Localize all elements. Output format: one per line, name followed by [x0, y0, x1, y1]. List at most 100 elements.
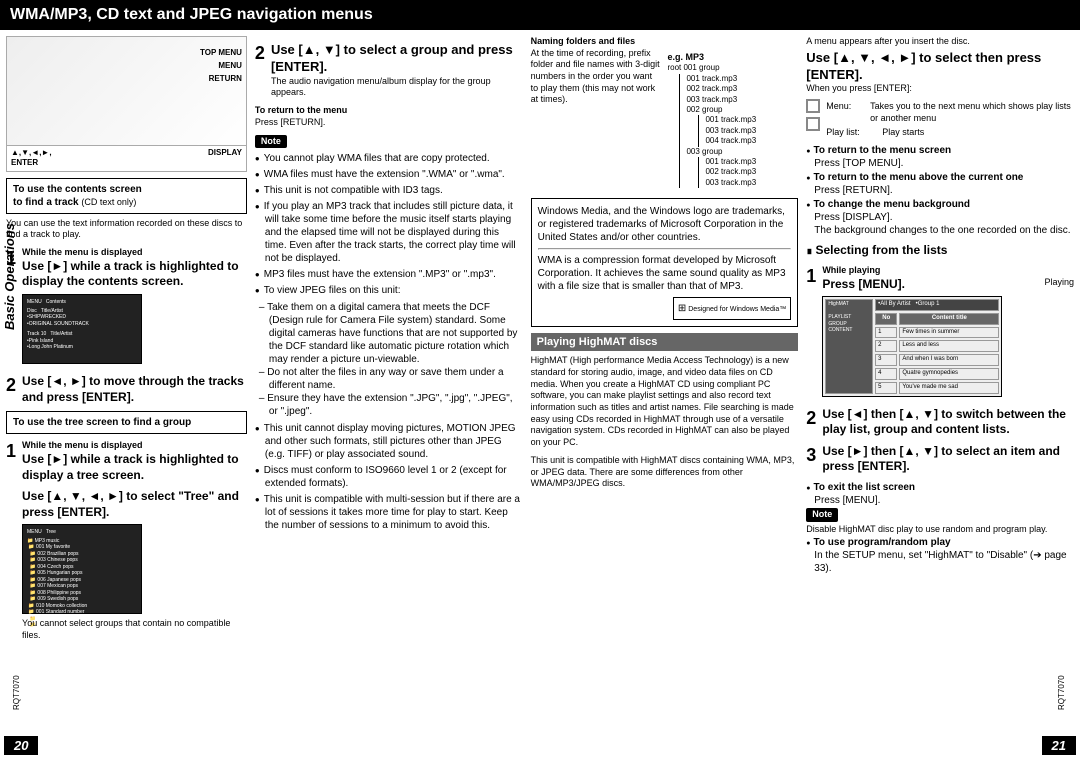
mid-s2-h: Use [▲, ▼] to select a group and press […: [271, 42, 523, 76]
m2v: Play starts: [882, 127, 924, 139]
wma-p: WMA is a compression format developed by…: [538, 254, 792, 293]
mb20: This unit cannot display moving pictures…: [255, 422, 523, 461]
col-1: TOP MENU MENU RETURN ▲,▼,◄,►,ENTER DISPL…: [6, 36, 247, 648]
tree-figure: e.g. MP3 root 001 group 001 track.mp3 00…: [667, 52, 798, 188]
label-enter: ENTER: [11, 158, 38, 167]
t1-pre: While the menu is displayed: [22, 440, 247, 452]
tc1: Content title: [899, 313, 999, 325]
label-arrows: ▲,▼,◄,►,: [11, 148, 52, 157]
g2f2: 004 track.mp3: [705, 136, 798, 146]
col-4: A menu appears after you insert the disc…: [806, 36, 1074, 648]
b2p: Press [RETURN].: [814, 185, 892, 196]
contents-screen-mock: MENU Contents Disc Title/Artist•SHIPWREC…: [22, 294, 142, 364]
r11: Less and less: [899, 340, 999, 352]
box-tag: (CD text only): [81, 197, 136, 207]
label-menu: MENU: [200, 60, 242, 73]
mb4: MP3 files must have the extension ".MP3"…: [255, 268, 523, 281]
th2: •Group 1: [916, 301, 940, 307]
g2f1: 003 track.mp3: [705, 126, 798, 136]
t2-h: Use [▲, ▼, ◄, ►] to select "Tree" and pr…: [22, 489, 247, 520]
c4-s2-h: Use [◄] then [▲, ▼] to switch between th…: [822, 407, 1074, 438]
r01: Few times in summer: [899, 327, 999, 339]
g3: 003 group: [686, 147, 798, 157]
tree-root: root: [667, 63, 681, 72]
tree-box: To use the tree screen to find a group: [6, 411, 247, 434]
r40: 5: [875, 382, 897, 394]
eg-label: e.g. MP3: [667, 52, 798, 64]
g3f2: 003 track.mp3: [705, 178, 798, 188]
g1f0: 001 track.mp3: [686, 74, 798, 84]
intro-text: You can use the text information recorde…: [6, 218, 247, 241]
g2f0: 001 track.mp3: [705, 115, 798, 125]
ts0: PLAYLIST: [828, 314, 851, 320]
exit-p: Press [MENU].: [814, 495, 880, 506]
windows-box: Windows Media, and the Windows logo are …: [531, 198, 799, 327]
highmat-header: Playing HighMAT discs: [531, 333, 799, 351]
high-p1: HighMAT (High performance Media Access T…: [531, 355, 799, 449]
label-top-menu: TOP MENU: [200, 47, 242, 60]
m2: Play list:: [826, 127, 876, 139]
step-2-num: 2: [6, 374, 16, 405]
b2h: To return to the menu above the current …: [814, 172, 1024, 183]
mb1: WMA files must have the extension ".WMA"…: [255, 168, 523, 181]
c4-n1: Disable HighMAT disc play to use random …: [806, 524, 1074, 536]
menu-icon: [806, 99, 820, 113]
s1-h: Use [►] while a track is highlighted to …: [22, 259, 247, 290]
contents-screen-box: To use the contents screen to find a tra…: [6, 178, 247, 214]
selecting-h: Selecting from the lists: [806, 243, 1074, 259]
b3h: To change the menu background: [814, 199, 971, 210]
naming-h: Naming folders and files: [531, 36, 799, 48]
g2: 002 group: [686, 105, 798, 115]
r30: 4: [875, 368, 897, 380]
mid-2-num: 2: [255, 42, 265, 99]
c4-intro: A menu appears after you insert the disc…: [806, 36, 1074, 48]
r00: 1: [875, 327, 897, 339]
mb3: If you play an MP3 track that includes s…: [255, 200, 523, 265]
c4-s3-h: Use [►] then [▲, ▼] to select an item an…: [822, 444, 1074, 475]
ts2: CONTENT: [828, 327, 852, 333]
c4-press: When you press [ENTER]:: [806, 83, 1074, 95]
box-l1: To use the contents screen: [13, 183, 240, 196]
b1h: To return to the menu screen: [814, 145, 952, 156]
col-2: 2 Use [▲, ▼] to select a group and press…: [255, 36, 523, 648]
c4-s2-num: 2: [806, 407, 816, 438]
mid-bullets-2: This unit cannot display moving pictures…: [255, 422, 523, 532]
s2-h: Use [◄, ►] to move through the tracks an…: [22, 374, 247, 405]
page-num-right: 21: [1042, 736, 1076, 755]
ret-h: To return to the menu: [255, 105, 523, 117]
box-l2: to find a track: [13, 197, 79, 208]
high-p2: This unit is compatible with HighMAT dis…: [531, 455, 799, 490]
exit-h: To exit the list screen: [814, 482, 916, 493]
th1: •All By Artist: [878, 301, 910, 307]
n2h: To use program/random play: [814, 537, 951, 548]
tree-screen-mock: MENU Tree 📁 MP3 music 📁 001 My favorite …: [22, 524, 142, 614]
c4-s1-b: Press [MENU].: [822, 277, 905, 291]
b1p: Press [TOP MENU].: [814, 158, 903, 169]
c4-s1-num: 1: [806, 265, 816, 401]
note-pill-2: Note: [806, 508, 838, 522]
doccode-left: RQT7070: [12, 675, 21, 710]
windows-logo-icon: ⊞ Designed for Windows Media™: [673, 297, 791, 320]
playlist-table: HighMATPLAYLISTGROUPCONTENT •All By Arti…: [822, 296, 1002, 397]
r41: You've made me sad: [899, 382, 999, 394]
m1: Menu:: [826, 101, 864, 124]
section-header: WMA/MP3, CD text and JPEG navigation men…: [0, 0, 1080, 30]
tree-1-num: 1: [6, 440, 16, 641]
page-num-left: 20: [4, 736, 38, 755]
md2: Ensure they have the extension ".JPG", "…: [255, 392, 523, 418]
g3f0: 001 track.mp3: [705, 157, 798, 167]
md1: Do not alter the files in any way or sav…: [255, 366, 523, 392]
menu-icons: [806, 99, 820, 140]
mb0: You cannot play WMA files that are copy …: [255, 152, 523, 165]
naming-p: At the time of recording, prefix folder …: [531, 48, 662, 192]
mb22: This unit is compatible with multi-sessi…: [255, 493, 523, 532]
doccode-right: RQT7070: [1057, 675, 1066, 710]
mb2: This unit is not compatible with ID3 tag…: [255, 184, 523, 197]
tree-foot: You cannot select groups that contain no…: [22, 618, 247, 641]
g3f1: 002 track.mp3: [705, 167, 798, 177]
device-figure: TOP MENU MENU RETURN: [6, 36, 247, 146]
c4-s3-num: 3: [806, 444, 816, 475]
mid-dash: Take them on a digital camera that meets…: [255, 301, 523, 418]
c4-small-bullets: To return to the menu screen Press [TOP M…: [806, 144, 1074, 237]
b3p2: The background changes to the one record…: [814, 225, 1070, 236]
